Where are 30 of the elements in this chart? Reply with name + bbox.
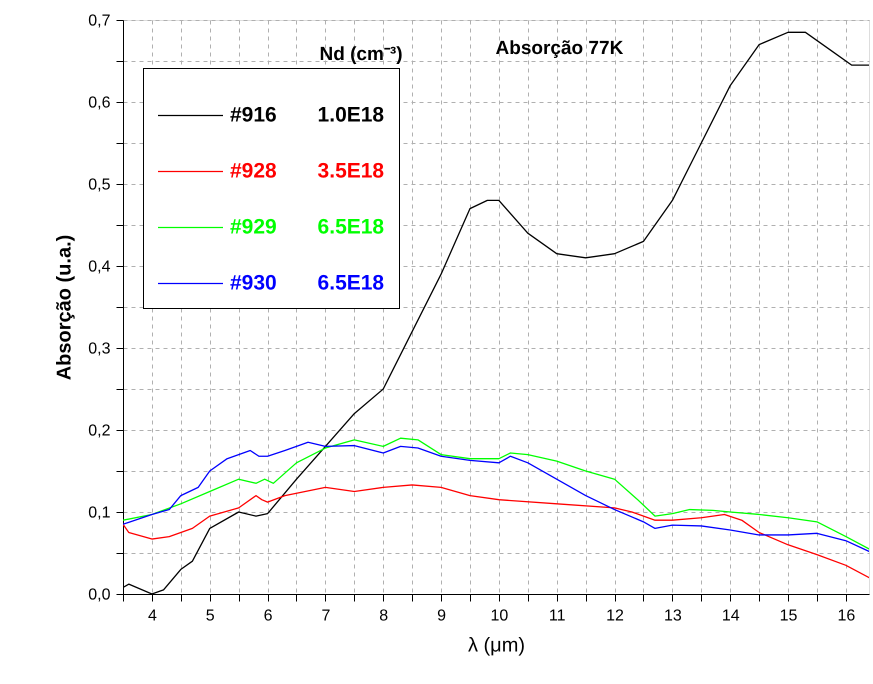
y-tick-label: 0,5 xyxy=(88,176,111,194)
y-tick-label: 0,0 xyxy=(88,586,111,604)
x-tick-label: 16 xyxy=(837,608,856,624)
legend-label: #928 3.5E18 xyxy=(230,160,384,182)
x-tick-label: 12 xyxy=(606,608,624,624)
x-tick-label: 5 xyxy=(206,608,215,624)
x-tick-label: 4 xyxy=(148,608,157,624)
x-tick-label: 8 xyxy=(379,608,388,624)
line-series xyxy=(123,484,869,578)
y-tick-label: 0,3 xyxy=(88,340,111,358)
x-tick-label: 11 xyxy=(548,608,566,624)
x-tick-label: 10 xyxy=(490,608,508,624)
x-tick-label: 6 xyxy=(264,608,273,624)
legend-label: #916 1.0E18 xyxy=(230,104,384,126)
x-tick-label: 15 xyxy=(780,608,798,624)
legend-title: Nd (cm⁻³) xyxy=(319,44,403,65)
x-axis-title: λ (μm) xyxy=(468,634,526,656)
y-tick-label: 0,7 xyxy=(88,12,111,30)
x-tick-label: 7 xyxy=(321,608,330,624)
text: Absorção 77K xyxy=(496,38,624,59)
x-tick-label: 9 xyxy=(437,608,446,624)
y-tick-label: 0,1 xyxy=(88,504,111,522)
y-tick-label: 0,2 xyxy=(88,422,111,440)
legend-label: #930 6.5E18 xyxy=(230,272,384,294)
y-axis-title: Absorção (u.a.) xyxy=(53,234,76,380)
y-tick-label: 0,4 xyxy=(88,258,111,276)
y-tick-label: 0,6 xyxy=(88,94,111,112)
x-tick-label: 13 xyxy=(664,608,682,624)
x-tick-label: 14 xyxy=(722,608,740,624)
legend-label: #929 6.5E18 xyxy=(230,216,384,238)
